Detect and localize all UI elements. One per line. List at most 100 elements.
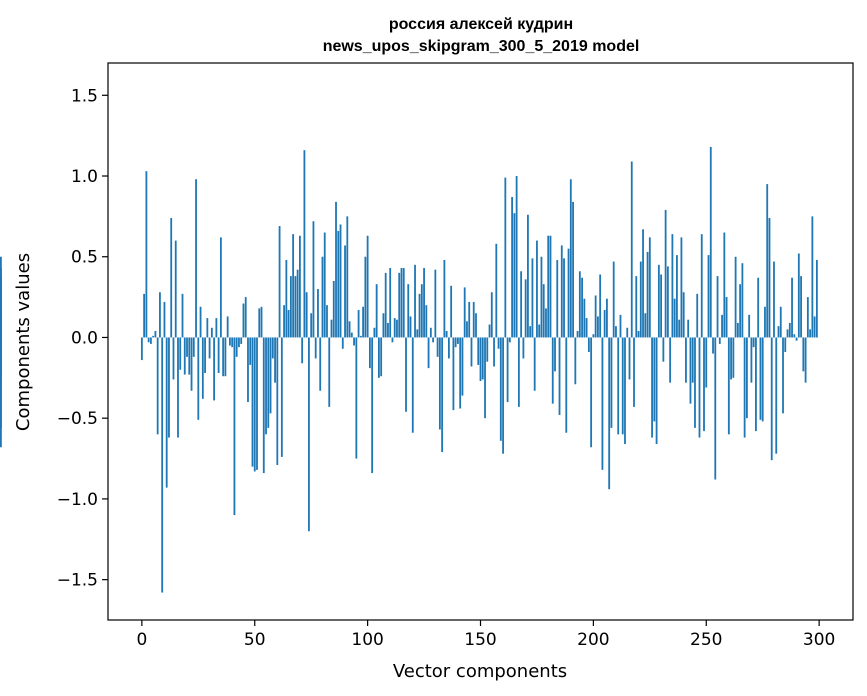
bar-component-78 <box>317 289 319 338</box>
bar-component-231 <box>662 337 665 362</box>
bar-component-267 <box>743 337 746 438</box>
x-tick-label: 200 <box>577 630 609 650</box>
bar-component-128 <box>429 327 432 338</box>
bar-component-undefined <box>0 313 2 338</box>
bar-component-undefined <box>0 276 2 338</box>
bar-component-262 <box>732 337 735 378</box>
bar-component-206 <box>606 298 608 338</box>
bar-component-65 <box>287 310 290 338</box>
bar-component-44 <box>240 337 243 344</box>
bar-component-227 <box>653 337 656 422</box>
bar-component-113 <box>396 319 398 338</box>
bars-group <box>0 146 818 593</box>
x-tick-label: 250 <box>690 630 722 650</box>
bar-component-293 <box>802 337 805 372</box>
bar-component-177 <box>540 256 543 338</box>
bar-component-295 <box>806 297 809 338</box>
bar-component-118 <box>407 284 410 338</box>
bar-component-26 <box>199 306 202 338</box>
bar-component-96 <box>357 310 360 338</box>
bar-component-120 <box>411 337 414 433</box>
bar-component-235 <box>671 234 674 338</box>
bar-component-253 <box>712 337 714 354</box>
bar-component-0 <box>140 337 143 361</box>
bar-component-167 <box>517 337 520 407</box>
bar-component-64 <box>285 259 288 338</box>
bar-component-138 <box>452 337 455 411</box>
bar-component-134 <box>443 259 446 338</box>
bar-component-129 <box>432 337 434 343</box>
bar-component-37 <box>224 337 227 377</box>
bar-component-230 <box>660 274 663 338</box>
bar-component-117 <box>405 337 407 412</box>
bar-component-145 <box>468 301 471 338</box>
bar-component-292 <box>800 276 802 338</box>
bar-component-284 <box>782 337 784 414</box>
bar-component-103 <box>373 327 376 338</box>
bar-component-220 <box>637 331 640 338</box>
x-tick-label: 50 <box>244 630 266 650</box>
bar-component-33 <box>215 318 218 338</box>
bar-component-193 <box>576 331 579 338</box>
bar-component-197 <box>585 318 588 338</box>
bar-component-286 <box>786 329 789 338</box>
bar-component-212 <box>619 314 622 338</box>
bar-component-35 <box>219 237 222 338</box>
bar-component-84 <box>330 319 333 338</box>
bar-component-278 <box>768 217 771 338</box>
bar-component-218 <box>633 337 635 407</box>
bar-component-223 <box>644 313 647 338</box>
bar-component-undefined <box>0 332 2 338</box>
bar-component-196 <box>583 298 586 338</box>
bar-component-155 <box>490 292 493 338</box>
x-tick-label: 0 <box>136 630 147 650</box>
chart-title-line-2: news_upos_skipgram_300_5_2019 model <box>323 38 640 55</box>
bar-component-217 <box>630 161 633 338</box>
chart-title-line-1: россия алексей кудрин <box>389 16 573 33</box>
bar-component-3 <box>147 337 150 343</box>
bar-component-219 <box>635 276 638 338</box>
bar-component-208 <box>610 337 613 428</box>
bar-component-213 <box>621 337 624 435</box>
bar-component-249 <box>703 337 705 432</box>
bar-component-200 <box>592 334 595 338</box>
bar-component-256 <box>718 337 721 344</box>
bar-component-170 <box>524 279 527 338</box>
bar-component-290 <box>795 337 798 341</box>
bar-component-182 <box>551 337 554 404</box>
bar-component-266 <box>741 263 744 338</box>
y-tick-label: 0.0 <box>71 328 98 348</box>
bar-component-192 <box>574 337 577 385</box>
bar-component-280 <box>773 261 775 338</box>
bar-component-285 <box>784 337 787 352</box>
bar-component-98 <box>362 306 365 338</box>
bar-component-247 <box>698 337 701 438</box>
bar-component-172 <box>529 326 532 338</box>
bar-component-141 <box>459 337 462 409</box>
bar-component-240 <box>682 292 685 338</box>
bar-component-47 <box>247 337 249 403</box>
bar-component-136 <box>447 337 450 359</box>
bar-component-127 <box>427 337 430 369</box>
bar-component-41 <box>233 337 236 516</box>
bar-component-166 <box>515 176 518 338</box>
bar-component-275 <box>761 337 764 422</box>
bar-component-188 <box>565 337 568 433</box>
bar-component-214 <box>624 337 626 445</box>
bar-component-222 <box>642 229 644 338</box>
bar-component-43 <box>238 337 240 348</box>
bar-component-143 <box>463 287 466 338</box>
bar-component-205 <box>603 310 606 338</box>
bar-component-7 <box>156 337 159 435</box>
bar-component-126 <box>425 305 428 338</box>
bar-component-199 <box>590 337 593 448</box>
x-tick-label: 150 <box>464 630 496 650</box>
bar-component-71 <box>301 337 304 364</box>
bar-component-94 <box>353 337 355 346</box>
bar-component-110 <box>389 268 392 338</box>
bar-component-277 <box>766 184 769 338</box>
bar-component-55 <box>265 337 267 435</box>
bar-component-283 <box>779 306 782 338</box>
bar-component-39 <box>229 337 231 346</box>
